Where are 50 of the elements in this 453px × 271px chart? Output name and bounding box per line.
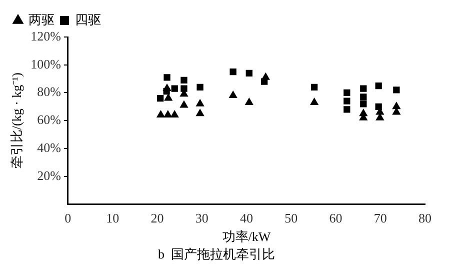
- x-tick-label: 20: [150, 210, 164, 226]
- x-tick-label: 80: [418, 210, 432, 226]
- point: [164, 74, 170, 81]
- x-tick-label: 60: [329, 210, 342, 226]
- y-tick-label: 60%: [37, 112, 62, 128]
- point: [164, 110, 172, 118]
- point: [156, 94, 164, 102]
- point: [310, 84, 318, 90]
- point: [245, 98, 254, 105]
- point: [156, 110, 165, 118]
- point: [360, 85, 367, 92]
- point: [344, 89, 350, 96]
- y-tick-label: 40%: [37, 140, 62, 155]
- y-axis-title: 牵引比/(kg · kg⁻¹): [9, 72, 24, 169]
- legend-label: 四驱: [75, 12, 101, 27]
- point: [171, 85, 178, 92]
- point: [196, 84, 204, 90]
- point: [163, 84, 171, 92]
- y-tick-label: 20%: [37, 168, 62, 183]
- point: [375, 82, 382, 90]
- y-tick-label: 120%: [30, 28, 62, 44]
- point: [393, 86, 400, 94]
- point: [164, 94, 172, 101]
- point: [344, 106, 350, 113]
- point: [180, 76, 188, 84]
- point: [360, 94, 367, 100]
- point: [180, 85, 188, 92]
- x-tick-label: 30: [195, 210, 208, 226]
- point: [229, 91, 238, 98]
- legend-label: 两驱: [28, 12, 54, 27]
- x-tick-label: 40: [240, 210, 253, 226]
- point: [180, 100, 188, 108]
- x-axis-title: 功率/kW: [222, 229, 272, 244]
- point: [246, 70, 252, 77]
- x-tick-label: 50: [284, 210, 298, 226]
- point: [170, 110, 179, 118]
- point: [392, 102, 400, 110]
- point: [344, 98, 350, 104]
- y-tick-label: 100%: [30, 56, 62, 72]
- y-tick-label: 80%: [37, 84, 62, 100]
- x-tick-label: 0: [64, 210, 72, 226]
- x-tick-label: 10: [106, 210, 120, 226]
- point: [310, 98, 318, 105]
- point: [360, 100, 367, 108]
- point: [196, 109, 204, 116]
- point: [230, 68, 236, 76]
- point: [196, 99, 204, 106]
- point: [262, 72, 270, 80]
- x-tick-label: 70: [374, 210, 387, 226]
- text: b 国产拖拉机牵引比: [158, 246, 275, 262]
